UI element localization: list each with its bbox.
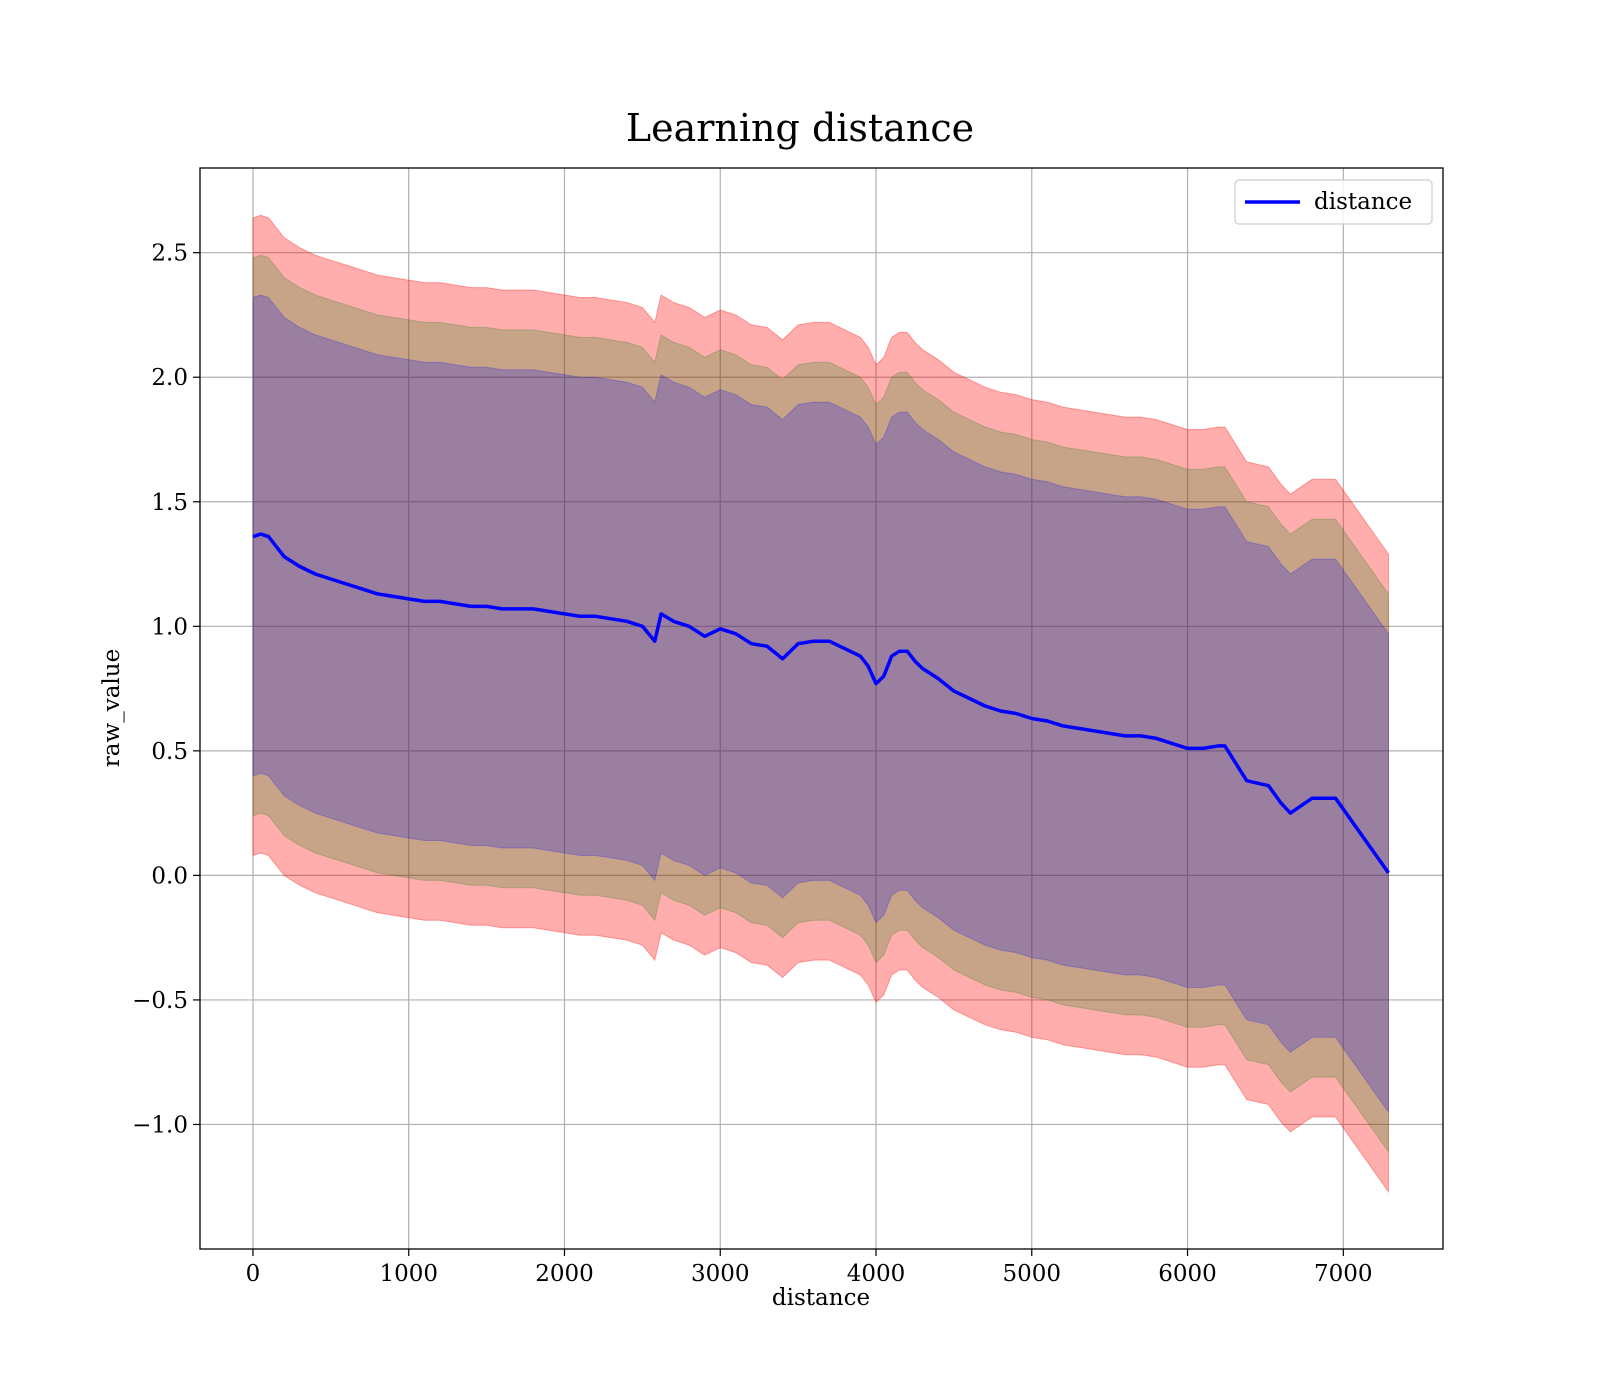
x-tick-label: 0 — [246, 1261, 261, 1287]
legend: distance — [1234, 179, 1433, 225]
y-tick-label: 0.0 — [151, 863, 188, 889]
x-axis-label: distance — [772, 1285, 870, 1311]
y-tick-label: −1.0 — [132, 1112, 188, 1138]
x-tick-label: 5000 — [1003, 1261, 1062, 1287]
band-1 — [252, 254, 1389, 1154]
y-tick-label: 0.5 — [151, 739, 188, 765]
y-axis-label: raw_value — [99, 649, 125, 767]
x-tick-label: 2000 — [535, 1261, 594, 1287]
grid — [200, 168, 1443, 1249]
y-tick-label: 1.5 — [151, 490, 188, 516]
y-tick-label: 2.0 — [151, 365, 188, 391]
x-tick-label: 4000 — [847, 1261, 906, 1287]
chart-title: Learning distance — [626, 106, 974, 150]
y-tick-label: 2.5 — [151, 241, 188, 267]
x-axis-ticks: 0 1000 2000 3000 4000 5000 6000 7000 — [246, 1249, 1373, 1287]
series-lines — [252, 532, 1390, 874]
y-tick-label: 1.0 — [151, 614, 188, 640]
band-0 — [252, 214, 1389, 1194]
band-2 — [252, 294, 1389, 1114]
x-tick-label: 6000 — [1158, 1261, 1217, 1287]
x-tick-label: 7000 — [1314, 1261, 1373, 1287]
x-tick-label: 1000 — [379, 1261, 438, 1287]
x-tick-label: 3000 — [691, 1261, 750, 1287]
plot-frame — [199, 167, 1444, 1250]
y-tick-label: −0.5 — [132, 988, 188, 1014]
series-line-distance — [252, 532, 1390, 874]
legend-label: distance — [1314, 189, 1412, 215]
legend-box — [1234, 179, 1433, 225]
y-axis-ticks: −1.0 −0.5 0.0 0.5 1.0 1.5 2.0 2.5 — [132, 241, 200, 1138]
confidence-bands — [252, 214, 1389, 1194]
